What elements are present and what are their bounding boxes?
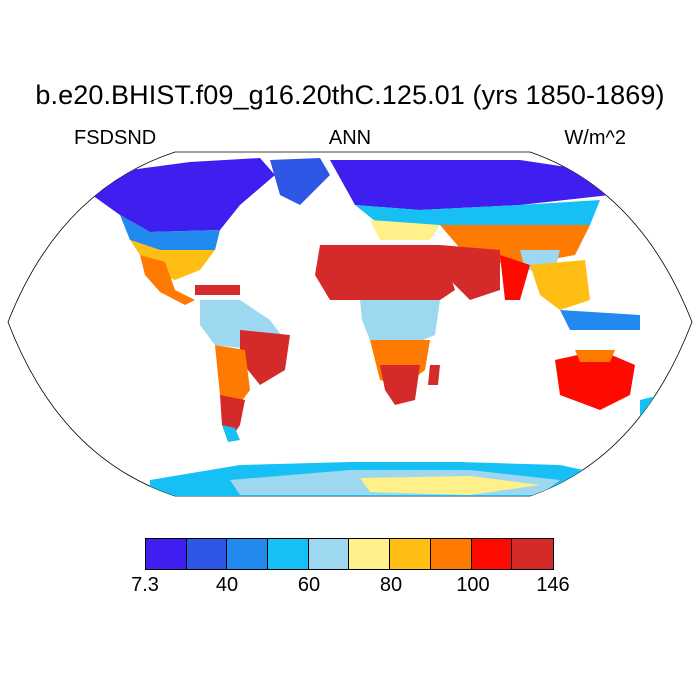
eurasia-mid [355,200,600,225]
australia-north [575,350,615,362]
colorbar-swatch [146,539,187,569]
colorbar-swatch [512,539,553,569]
eurasia-north [330,160,620,210]
colorbar-tick: 146 [536,574,570,596]
madagascar [428,365,440,385]
colorbar-tick: 80 [379,574,403,596]
africa-north [315,245,455,300]
colorbar-tick: 7.3 [131,574,159,596]
colorbar-swatch [268,539,309,569]
colorbar-swatch [186,539,228,569]
antarctica-plateau [360,476,540,495]
north-america-hot [140,255,195,305]
colorbar-swatch [471,539,513,569]
units-label: W/m^2 [564,127,626,149]
middle-east [440,245,500,300]
season-label: ANN [328,127,372,149]
world-map [7,151,693,497]
southeast-asia [530,260,590,310]
north-america-mid [120,215,220,250]
north-america-cold [85,158,275,232]
colorbar-swatch [349,539,391,569]
europe-warm [370,220,440,240]
colorbar-tick: 40 [215,574,239,596]
colorbar-tick: 100 [456,574,490,596]
plot-title: b.e20.BHIST.f09_g16.20thC.125.01 (yrs 18… [35,80,665,110]
africa-central [360,300,440,345]
colorbar-tick: 60 [297,574,321,596]
colorbar-swatch [227,539,269,569]
colorbar-swatch [390,539,431,569]
india [500,255,530,300]
variable-label: FSDSND [74,127,157,149]
africa-south [380,365,420,405]
colorbar-swatch [308,539,350,569]
australia [555,350,635,410]
colorbar [145,538,554,570]
colorbar-swatch [430,539,472,569]
indonesia [560,310,640,330]
greenland [270,158,330,205]
caribbean [195,285,240,295]
south-america-center [215,345,250,410]
south-america-tip [222,425,240,442]
south-america-east [240,330,290,385]
